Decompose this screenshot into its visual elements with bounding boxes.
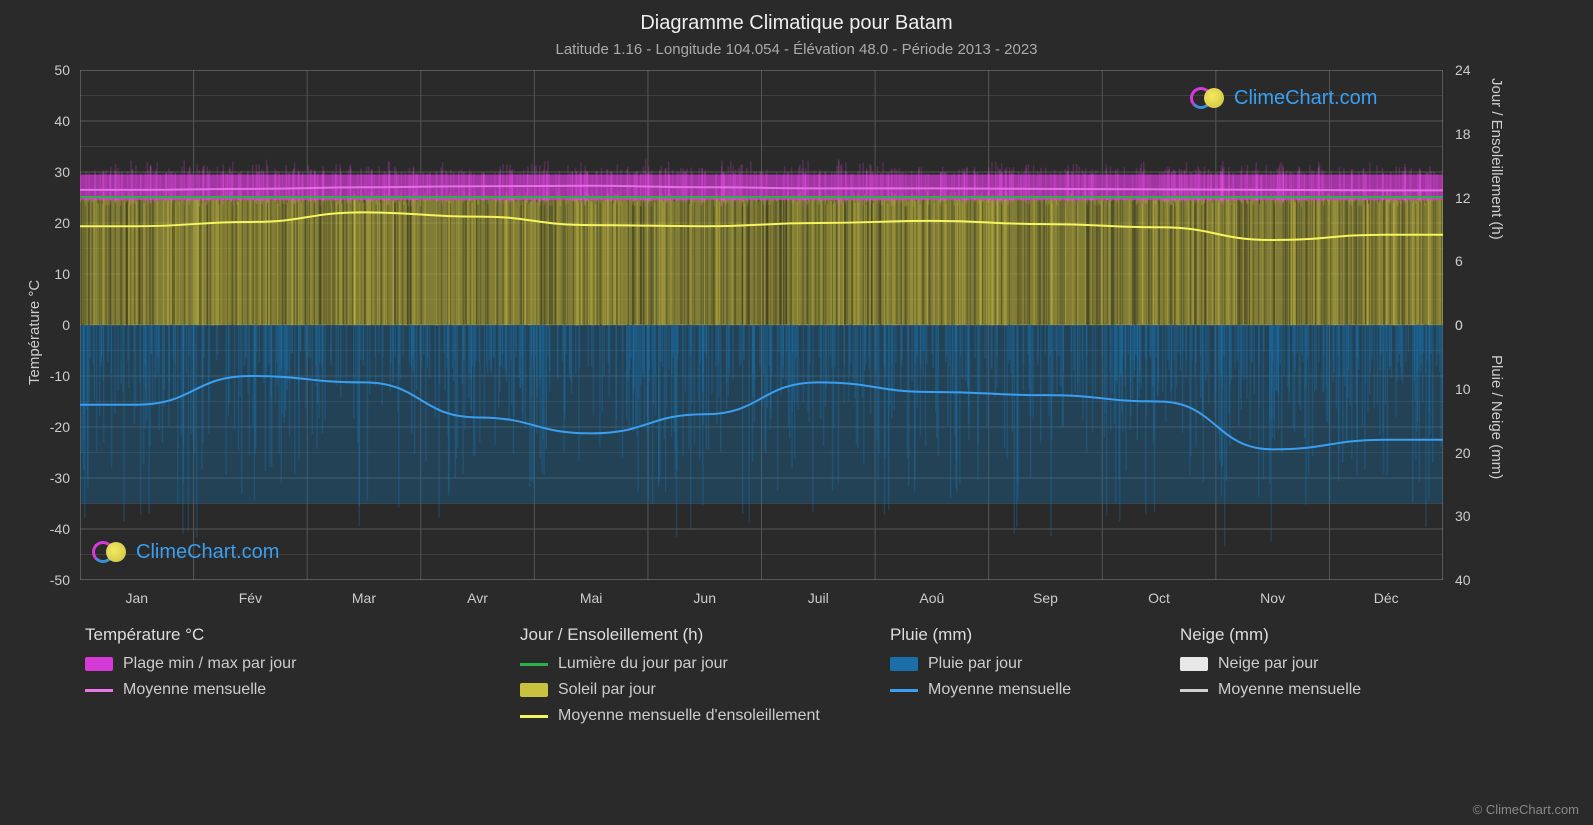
axis-tick-label: 10 bbox=[1455, 381, 1471, 397]
axis-tick-label: Avr bbox=[467, 590, 488, 606]
legend-group: Jour / Ensoleillement (h) Lumière du jour… bbox=[520, 625, 820, 733]
legend-group: Neige (mm) Neige par jour Moyenne mensuell… bbox=[1180, 625, 1361, 707]
axis-tick-label: 50 bbox=[54, 62, 70, 78]
legend-item: Neige par jour bbox=[1180, 655, 1361, 673]
legend-label: Moyenne mensuelle bbox=[928, 681, 1071, 699]
legend-label: Pluie par jour bbox=[928, 655, 1022, 673]
axis-tick-label: Sep bbox=[1033, 590, 1058, 606]
axis-tick-label: -50 bbox=[50, 572, 70, 588]
legend-line bbox=[1180, 689, 1208, 692]
chart-title: Diagramme Climatique pour Batam bbox=[0, 0, 1593, 35]
climate-chart: Diagramme Climatique pour Batam Latitude… bbox=[0, 0, 1593, 825]
plot-svg bbox=[80, 70, 1443, 580]
legend-item: Moyenne mensuelle bbox=[890, 681, 1071, 699]
legend-group: Température °C Plage min / max par jour Mo… bbox=[85, 625, 296, 707]
plot-area bbox=[80, 70, 1443, 580]
legend-label: Soleil par jour bbox=[558, 681, 656, 699]
legend-label: Plage min / max par jour bbox=[123, 655, 296, 673]
axis-tick-label: Jan bbox=[125, 590, 148, 606]
legend-item: Moyenne mensuelle bbox=[1180, 681, 1361, 699]
legend-label: Moyenne mensuelle bbox=[1218, 681, 1361, 699]
axis-tick-label: 20 bbox=[54, 215, 70, 231]
axis-tick-label: 12 bbox=[1455, 190, 1471, 206]
legend-group-title: Neige (mm) bbox=[1180, 625, 1361, 645]
axis-tick-label: 30 bbox=[1455, 508, 1471, 524]
brand-logo-text: ClimeChart.com bbox=[136, 541, 279, 564]
axis-tick-label: -20 bbox=[50, 419, 70, 435]
y-left-axis-title: Température °C bbox=[26, 280, 43, 385]
axis-tick-label: 6 bbox=[1455, 253, 1463, 269]
axis-tick-label: 24 bbox=[1455, 62, 1471, 78]
axis-tick-label: 0 bbox=[1455, 317, 1463, 333]
axis-tick-label: 18 bbox=[1455, 126, 1471, 142]
legend-line bbox=[520, 663, 548, 666]
axis-tick-label: Aoû bbox=[919, 590, 944, 606]
legend-label: Neige par jour bbox=[1218, 655, 1319, 673]
axis-tick-label: 40 bbox=[1455, 572, 1471, 588]
legend-line bbox=[520, 715, 548, 718]
legend-group-title: Pluie (mm) bbox=[890, 625, 1071, 645]
legend-item: Lumière du jour par jour bbox=[520, 655, 820, 673]
legend-swatch bbox=[890, 657, 918, 671]
axis-tick-label: Jun bbox=[693, 590, 716, 606]
axis-tick-label: 30 bbox=[54, 164, 70, 180]
legend-line bbox=[890, 689, 918, 692]
axis-tick-label: Juil bbox=[808, 590, 829, 606]
legend-swatch bbox=[85, 657, 113, 671]
legend-group: Pluie (mm) Pluie par jour Moyenne mensuell… bbox=[890, 625, 1071, 707]
legend-label: Moyenne mensuelle d'ensoleillement bbox=[558, 707, 820, 725]
legend-item: Moyenne mensuelle bbox=[85, 681, 296, 699]
axis-tick-label: Mar bbox=[352, 590, 376, 606]
axis-tick-label: 20 bbox=[1455, 445, 1471, 461]
legend-item: Soleil par jour bbox=[520, 681, 820, 699]
legend-item: Moyenne mensuelle d'ensoleillement bbox=[520, 707, 820, 725]
copyright-text: © ClimeChart.com bbox=[1473, 802, 1579, 817]
brand-logo-icon bbox=[1190, 86, 1226, 110]
axis-tick-label: Fév bbox=[239, 590, 262, 606]
legend-label: Lumière du jour par jour bbox=[558, 655, 728, 673]
brand-logo: ClimeChart.com bbox=[1190, 86, 1377, 110]
legend-swatch bbox=[1180, 657, 1208, 671]
axis-tick-label: Nov bbox=[1260, 590, 1285, 606]
axis-tick-label: -40 bbox=[50, 521, 70, 537]
chart-subtitle: Latitude 1.16 - Longitude 104.054 - Élév… bbox=[0, 35, 1593, 58]
legend-group-title: Température °C bbox=[85, 625, 296, 645]
axis-tick-label: -30 bbox=[50, 470, 70, 486]
y-right-bottom-axis-title: Pluie / Neige (mm) bbox=[1488, 355, 1505, 479]
axis-tick-label: Déc bbox=[1374, 590, 1399, 606]
legend-item: Plage min / max par jour bbox=[85, 655, 296, 673]
legend-line bbox=[85, 689, 113, 692]
legend-item: Pluie par jour bbox=[890, 655, 1071, 673]
legend-label: Moyenne mensuelle bbox=[123, 681, 266, 699]
axis-tick-label: 10 bbox=[54, 266, 70, 282]
axis-tick-label: 40 bbox=[54, 113, 70, 129]
brand-logo: ClimeChart.com bbox=[92, 540, 279, 564]
axis-tick-label: Mai bbox=[580, 590, 603, 606]
axis-tick-label: -10 bbox=[50, 368, 70, 384]
brand-logo-text: ClimeChart.com bbox=[1234, 87, 1377, 110]
brand-logo-icon bbox=[92, 540, 128, 564]
axis-tick-label: Oct bbox=[1148, 590, 1170, 606]
axis-tick-label: 0 bbox=[62, 317, 70, 333]
y-right-top-axis-title: Jour / Ensoleillement (h) bbox=[1488, 78, 1505, 240]
legend-swatch bbox=[520, 683, 548, 697]
legend-group-title: Jour / Ensoleillement (h) bbox=[520, 625, 820, 645]
